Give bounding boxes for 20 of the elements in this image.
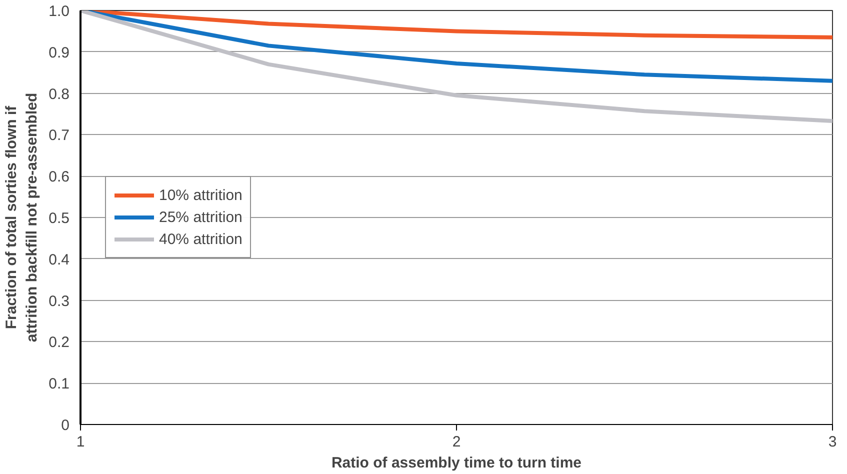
y-tick-label: 0 [61,417,70,434]
legend-label: 40% attrition [159,230,242,248]
line-series [80,10,832,124]
y-axis-title: Fraction of total sorties flown if attrition backfill not pre-assembled [3,92,41,342]
x-tick-label: 2 [452,434,461,450]
y-tick-label: 0.8 [48,86,70,103]
y-tick-label: 0.3 [48,292,70,310]
x-axis-title: Ratio of assembly time to turn time [331,454,582,472]
y-tick-label: 0.4 [48,251,70,268]
x-tick-label: 1 [76,434,85,450]
y-tick-label: 0.7 [48,127,70,144]
legend-label: 25% attrition [159,208,242,226]
x-tick-label: 3 [828,434,837,450]
y-tick-label: 0.6 [48,168,70,186]
legend-label: 10% attrition [159,186,242,204]
y-tick-label: 0.1 [48,376,70,393]
y-tick-label: 0.5 [48,210,70,227]
y-tick-label: 0.2 [48,334,70,352]
y-tick-label: 0.9 [48,44,70,62]
y-tick-label: 1.0 [48,3,70,20]
